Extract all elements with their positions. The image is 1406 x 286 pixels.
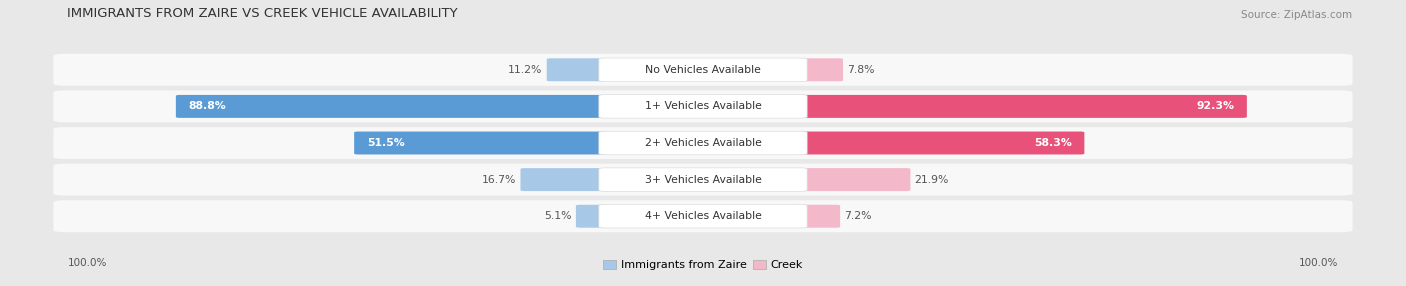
Text: 21.9%: 21.9% [915, 175, 949, 184]
Text: 58.3%: 58.3% [1033, 138, 1071, 148]
Text: 4+ Vehicles Available: 4+ Vehicles Available [644, 211, 762, 221]
FancyBboxPatch shape [797, 95, 1247, 118]
FancyBboxPatch shape [547, 58, 609, 81]
FancyBboxPatch shape [176, 95, 609, 118]
Text: 100.0%: 100.0% [67, 258, 107, 268]
Text: 51.5%: 51.5% [367, 138, 405, 148]
FancyBboxPatch shape [797, 205, 841, 228]
FancyBboxPatch shape [354, 132, 609, 154]
Text: 88.8%: 88.8% [188, 102, 226, 111]
Text: 3+ Vehicles Available: 3+ Vehicles Available [644, 175, 762, 184]
Text: 7.8%: 7.8% [848, 65, 875, 75]
FancyBboxPatch shape [53, 54, 1353, 86]
Text: 2+ Vehicles Available: 2+ Vehicles Available [644, 138, 762, 148]
FancyBboxPatch shape [599, 95, 807, 118]
Text: 92.3%: 92.3% [1197, 102, 1234, 111]
FancyBboxPatch shape [53, 127, 1353, 159]
Text: Source: ZipAtlas.com: Source: ZipAtlas.com [1241, 10, 1353, 20]
Text: 100.0%: 100.0% [1299, 258, 1339, 268]
FancyBboxPatch shape [797, 168, 911, 191]
Text: 1+ Vehicles Available: 1+ Vehicles Available [644, 102, 762, 111]
FancyBboxPatch shape [53, 200, 1353, 232]
FancyBboxPatch shape [599, 131, 807, 155]
Legend: Immigrants from Zaire, Creek: Immigrants from Zaire, Creek [599, 255, 807, 275]
FancyBboxPatch shape [599, 58, 807, 82]
FancyBboxPatch shape [797, 132, 1084, 154]
Text: No Vehicles Available: No Vehicles Available [645, 65, 761, 75]
Text: IMMIGRANTS FROM ZAIRE VS CREEK VEHICLE AVAILABILITY: IMMIGRANTS FROM ZAIRE VS CREEK VEHICLE A… [67, 7, 458, 20]
FancyBboxPatch shape [53, 90, 1353, 122]
FancyBboxPatch shape [53, 164, 1353, 196]
FancyBboxPatch shape [599, 204, 807, 228]
FancyBboxPatch shape [520, 168, 609, 191]
Text: 7.2%: 7.2% [845, 211, 872, 221]
Text: 16.7%: 16.7% [482, 175, 516, 184]
FancyBboxPatch shape [599, 168, 807, 191]
FancyBboxPatch shape [797, 58, 844, 81]
Text: 11.2%: 11.2% [508, 65, 543, 75]
FancyBboxPatch shape [576, 205, 609, 228]
Text: 5.1%: 5.1% [544, 211, 572, 221]
